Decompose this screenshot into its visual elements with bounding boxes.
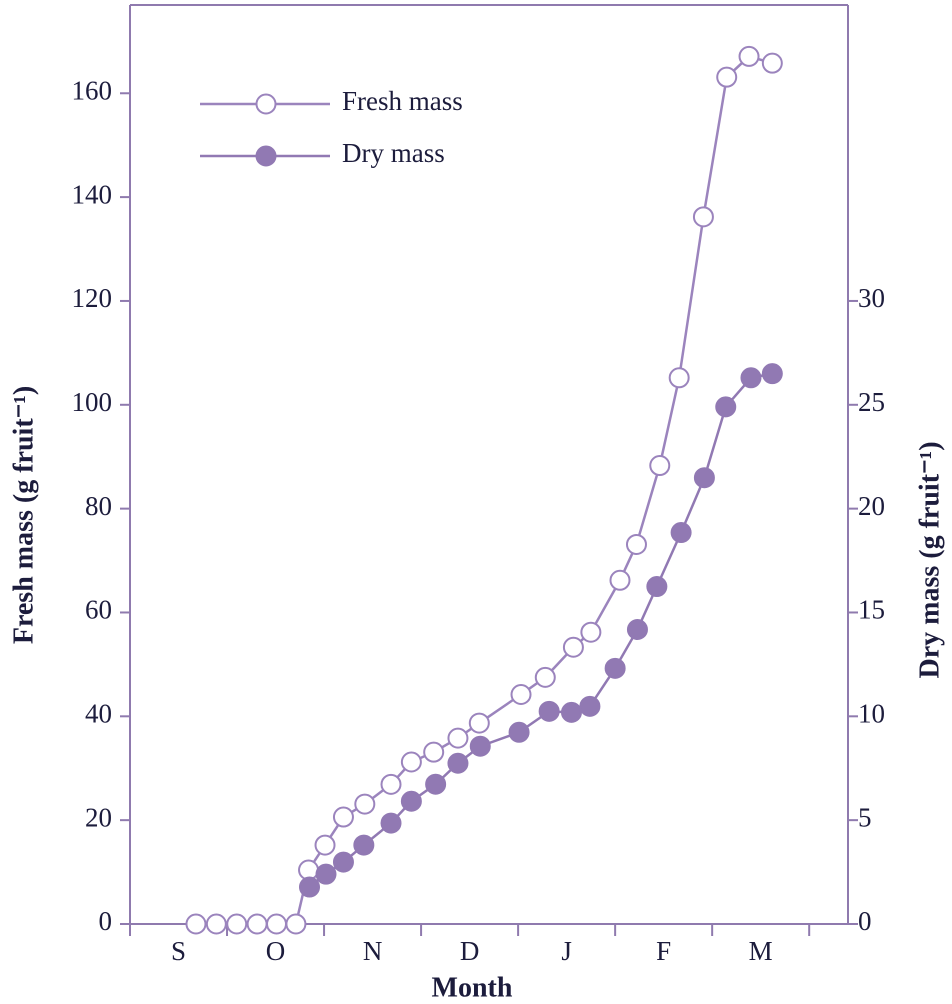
y2-tick-label: 0 — [858, 906, 872, 936]
x-tick-label: D — [460, 936, 480, 966]
x-tick-label: M — [749, 936, 773, 966]
data-point — [299, 876, 320, 898]
data-point — [738, 45, 760, 67]
x-tick-label: F — [656, 936, 671, 966]
legend-label: Dry mass — [342, 138, 445, 168]
y-tick-label: 120 — [72, 283, 113, 313]
data-point — [447, 752, 469, 774]
data-point — [626, 619, 648, 641]
y-tick-label: 60 — [85, 595, 112, 625]
data-point — [314, 834, 336, 856]
data-point — [354, 793, 376, 815]
data-point — [538, 700, 560, 722]
y-tick-label: 140 — [72, 179, 113, 209]
x-tick-label: J — [561, 936, 572, 966]
x-tick-label: O — [266, 936, 286, 966]
data-point — [560, 701, 582, 723]
data-point — [246, 913, 268, 935]
y-tick-label: 100 — [72, 387, 113, 417]
data-point — [761, 52, 783, 74]
data-point — [562, 636, 584, 658]
data-point — [604, 657, 626, 679]
data-point — [332, 851, 354, 873]
data-point — [226, 913, 248, 935]
y2-tick-label: 15 — [858, 595, 885, 625]
y2-tick-label: 10 — [858, 699, 885, 729]
x-tick-label: S — [171, 936, 186, 966]
data-point — [670, 522, 692, 544]
x-axis-title: Month — [432, 972, 513, 1003]
series-line — [195, 55, 773, 926]
series-line — [308, 372, 773, 889]
data-point — [716, 66, 738, 88]
data-point — [668, 367, 690, 389]
data-point — [332, 806, 354, 828]
y2-tick-label: 5 — [858, 802, 872, 832]
data-point — [534, 666, 556, 688]
data-point — [380, 773, 402, 795]
y2-tick-label: 25 — [858, 387, 885, 417]
data-point — [353, 834, 375, 856]
data-point — [185, 913, 207, 935]
data-point — [580, 621, 602, 643]
legend-label: Fresh mass — [342, 86, 463, 116]
y-tick-label: 80 — [85, 491, 112, 521]
data-point — [425, 773, 447, 795]
y2-axis-title: Dry mass (g fruit⁻¹) — [914, 441, 945, 678]
data-point — [761, 363, 783, 385]
y-tick-label: 20 — [85, 802, 112, 832]
y-axis-title: Fresh mass (g fruit⁻¹) — [8, 386, 39, 644]
data-point — [609, 569, 631, 591]
y2-tick-label: 20 — [858, 491, 885, 521]
y-tick-label: 160 — [72, 75, 113, 105]
data-point — [205, 913, 227, 935]
y2-tick-label: 30 — [858, 283, 885, 313]
data-point — [400, 790, 422, 812]
data-point — [692, 206, 714, 228]
data-point — [266, 913, 288, 935]
data-point — [423, 741, 445, 763]
data-point — [510, 684, 532, 706]
data-point — [380, 812, 402, 834]
data-point — [508, 721, 530, 743]
data-point — [740, 367, 762, 389]
legend-marker — [255, 93, 277, 115]
data-point — [579, 695, 601, 717]
data-point — [315, 863, 337, 885]
data-point — [649, 455, 671, 477]
x-tick-label: N — [363, 936, 383, 966]
data-point — [400, 751, 422, 773]
data-point — [646, 576, 668, 598]
y-tick-label: 0 — [99, 906, 113, 936]
data-point — [715, 396, 737, 418]
y-tick-label: 40 — [85, 699, 112, 729]
data-point — [469, 735, 491, 757]
data-point — [468, 712, 490, 734]
data-point — [285, 913, 307, 935]
data-point — [447, 727, 469, 749]
legend-marker — [255, 145, 277, 167]
data-point — [625, 533, 647, 555]
data-point — [693, 467, 715, 489]
